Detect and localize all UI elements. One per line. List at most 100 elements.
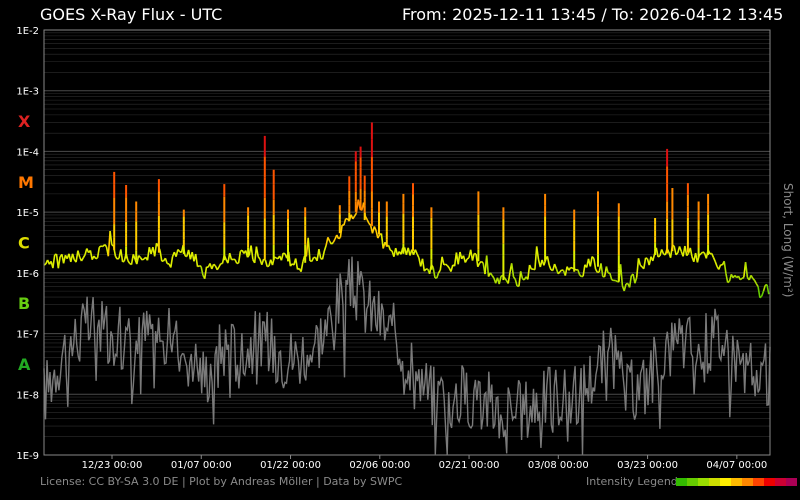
long-wave-segment (109, 231, 113, 245)
long-wave-segment (197, 265, 200, 268)
long-wave-segment (725, 273, 729, 283)
y-axis-label-text: Short, Long (W/m²) (781, 183, 795, 297)
long-wave-segment (514, 279, 518, 287)
legend-swatch (676, 478, 687, 486)
long-wave-segment (138, 255, 141, 258)
long-wave-segment (614, 279, 618, 283)
flare-class-m: M (18, 173, 34, 192)
long-wave-segment (257, 256, 261, 260)
long-wave-segment (437, 269, 441, 274)
long-wave-segment (323, 245, 327, 252)
intensity-legend-bar (676, 478, 797, 486)
long-wave-segment (216, 266, 220, 271)
long-wave-segment (766, 284, 770, 295)
long-wave-segment (289, 263, 293, 267)
long-wave-segment (527, 264, 531, 280)
long-wave-segment (660, 249, 665, 255)
long-wave-segment (130, 254, 135, 265)
long-wave-segment (619, 264, 624, 286)
long-wave-segment (475, 253, 479, 267)
long-wave-segment (338, 236, 341, 240)
long-wave-segment (98, 245, 102, 248)
long-wave-segment (757, 286, 761, 298)
long-wave-segment (498, 276, 502, 285)
long-wave-segment (71, 253, 76, 261)
y-tick-label: 1E-4 (16, 147, 39, 158)
long-wave-segment (480, 260, 484, 264)
y-tick-label: 1E-9 (16, 451, 39, 462)
long-wave-segment (634, 277, 638, 284)
long-wave-segment (491, 275, 495, 279)
long-wave-segment (294, 258, 299, 270)
long-wave-segment (600, 263, 604, 277)
long-wave-segment (194, 253, 199, 267)
long-wave-segment (702, 251, 705, 254)
long-wave-segment (723, 261, 727, 275)
long-wave-segment (739, 277, 743, 281)
long-wave-segment (519, 271, 524, 279)
long-wave-segment (700, 251, 704, 255)
x-tick-label: 02/06 00:00 (349, 460, 410, 470)
x-tick-label: 03/23 00:00 (617, 460, 678, 470)
x-axis: 12/23 00:00 01/07 00:00 01/22 00:00 02/06 0… (82, 455, 767, 470)
long-wave-segment (655, 247, 659, 258)
long-wave-segment (675, 252, 679, 256)
flare-class-x: X (18, 112, 31, 131)
legend-swatch (764, 478, 775, 486)
long-wave-segment (82, 254, 86, 259)
long-wave-segment (325, 237, 329, 246)
long-wave-segment (250, 245, 254, 260)
long-wave-segment (728, 274, 733, 282)
long-wave-segment (368, 222, 372, 226)
y-axis: 1E-2 1E-3 1E-4 1E-5 1E-6 1E-7 1E-8 1E-9 (16, 26, 39, 462)
long-wave-segment (93, 255, 97, 260)
long-wave-segment (559, 269, 563, 273)
long-wave-segment (744, 262, 749, 278)
long-wave-segment (459, 251, 463, 260)
long-wave-segment (609, 272, 613, 280)
long-wave-segment (611, 278, 614, 282)
legend-swatch (731, 478, 742, 486)
long-wave-segment (466, 257, 470, 260)
long-wave-segment (327, 236, 331, 242)
long-wave-segment (339, 224, 343, 238)
long-wave-segment (507, 272, 511, 284)
long-wave-segment (714, 261, 718, 267)
long-wave-segment (760, 290, 765, 297)
long-wave-segment (380, 233, 384, 249)
long-wave-segment (446, 265, 450, 269)
long-wave-segment (623, 283, 627, 292)
intensity-legend-label: Intensity Legend (586, 475, 678, 488)
long-wave-segment (177, 248, 181, 253)
long-wave-segment (579, 274, 582, 278)
legend-swatch (786, 478, 797, 486)
long-wave-segment (479, 260, 482, 264)
long-wave-segment (311, 257, 315, 262)
long-wave-segment (164, 257, 168, 264)
long-wave-segment (471, 253, 475, 261)
long-wave-segment (718, 264, 722, 270)
long-wave-segment (203, 266, 208, 279)
x-tick-label: 01/22 00:00 (260, 460, 321, 470)
long-wave-segment (441, 256, 445, 265)
long-wave-segment (282, 252, 286, 255)
long-wave-segment (234, 259, 238, 264)
long-wave-segment (657, 255, 661, 258)
y-tick-label: 1E-7 (16, 330, 39, 341)
long-wave-segment (678, 246, 683, 252)
long-wave-segment (570, 266, 573, 269)
long-wave-segment (237, 251, 242, 264)
long-wave-segment (377, 234, 381, 239)
legend-swatch (775, 478, 786, 486)
long-wave-segment (712, 257, 717, 263)
long-wave-segment (104, 244, 108, 248)
long-wave-segment (414, 249, 418, 255)
long-wave-segment (300, 261, 304, 272)
long-wave-segment (373, 226, 377, 232)
long-wave-segment (752, 277, 756, 281)
long-wave-segment (246, 254, 250, 258)
long-wave-segment (577, 269, 581, 276)
long-wave-segment (443, 263, 446, 266)
long-wave-segment (343, 218, 347, 226)
long-wave-segment (116, 257, 120, 260)
